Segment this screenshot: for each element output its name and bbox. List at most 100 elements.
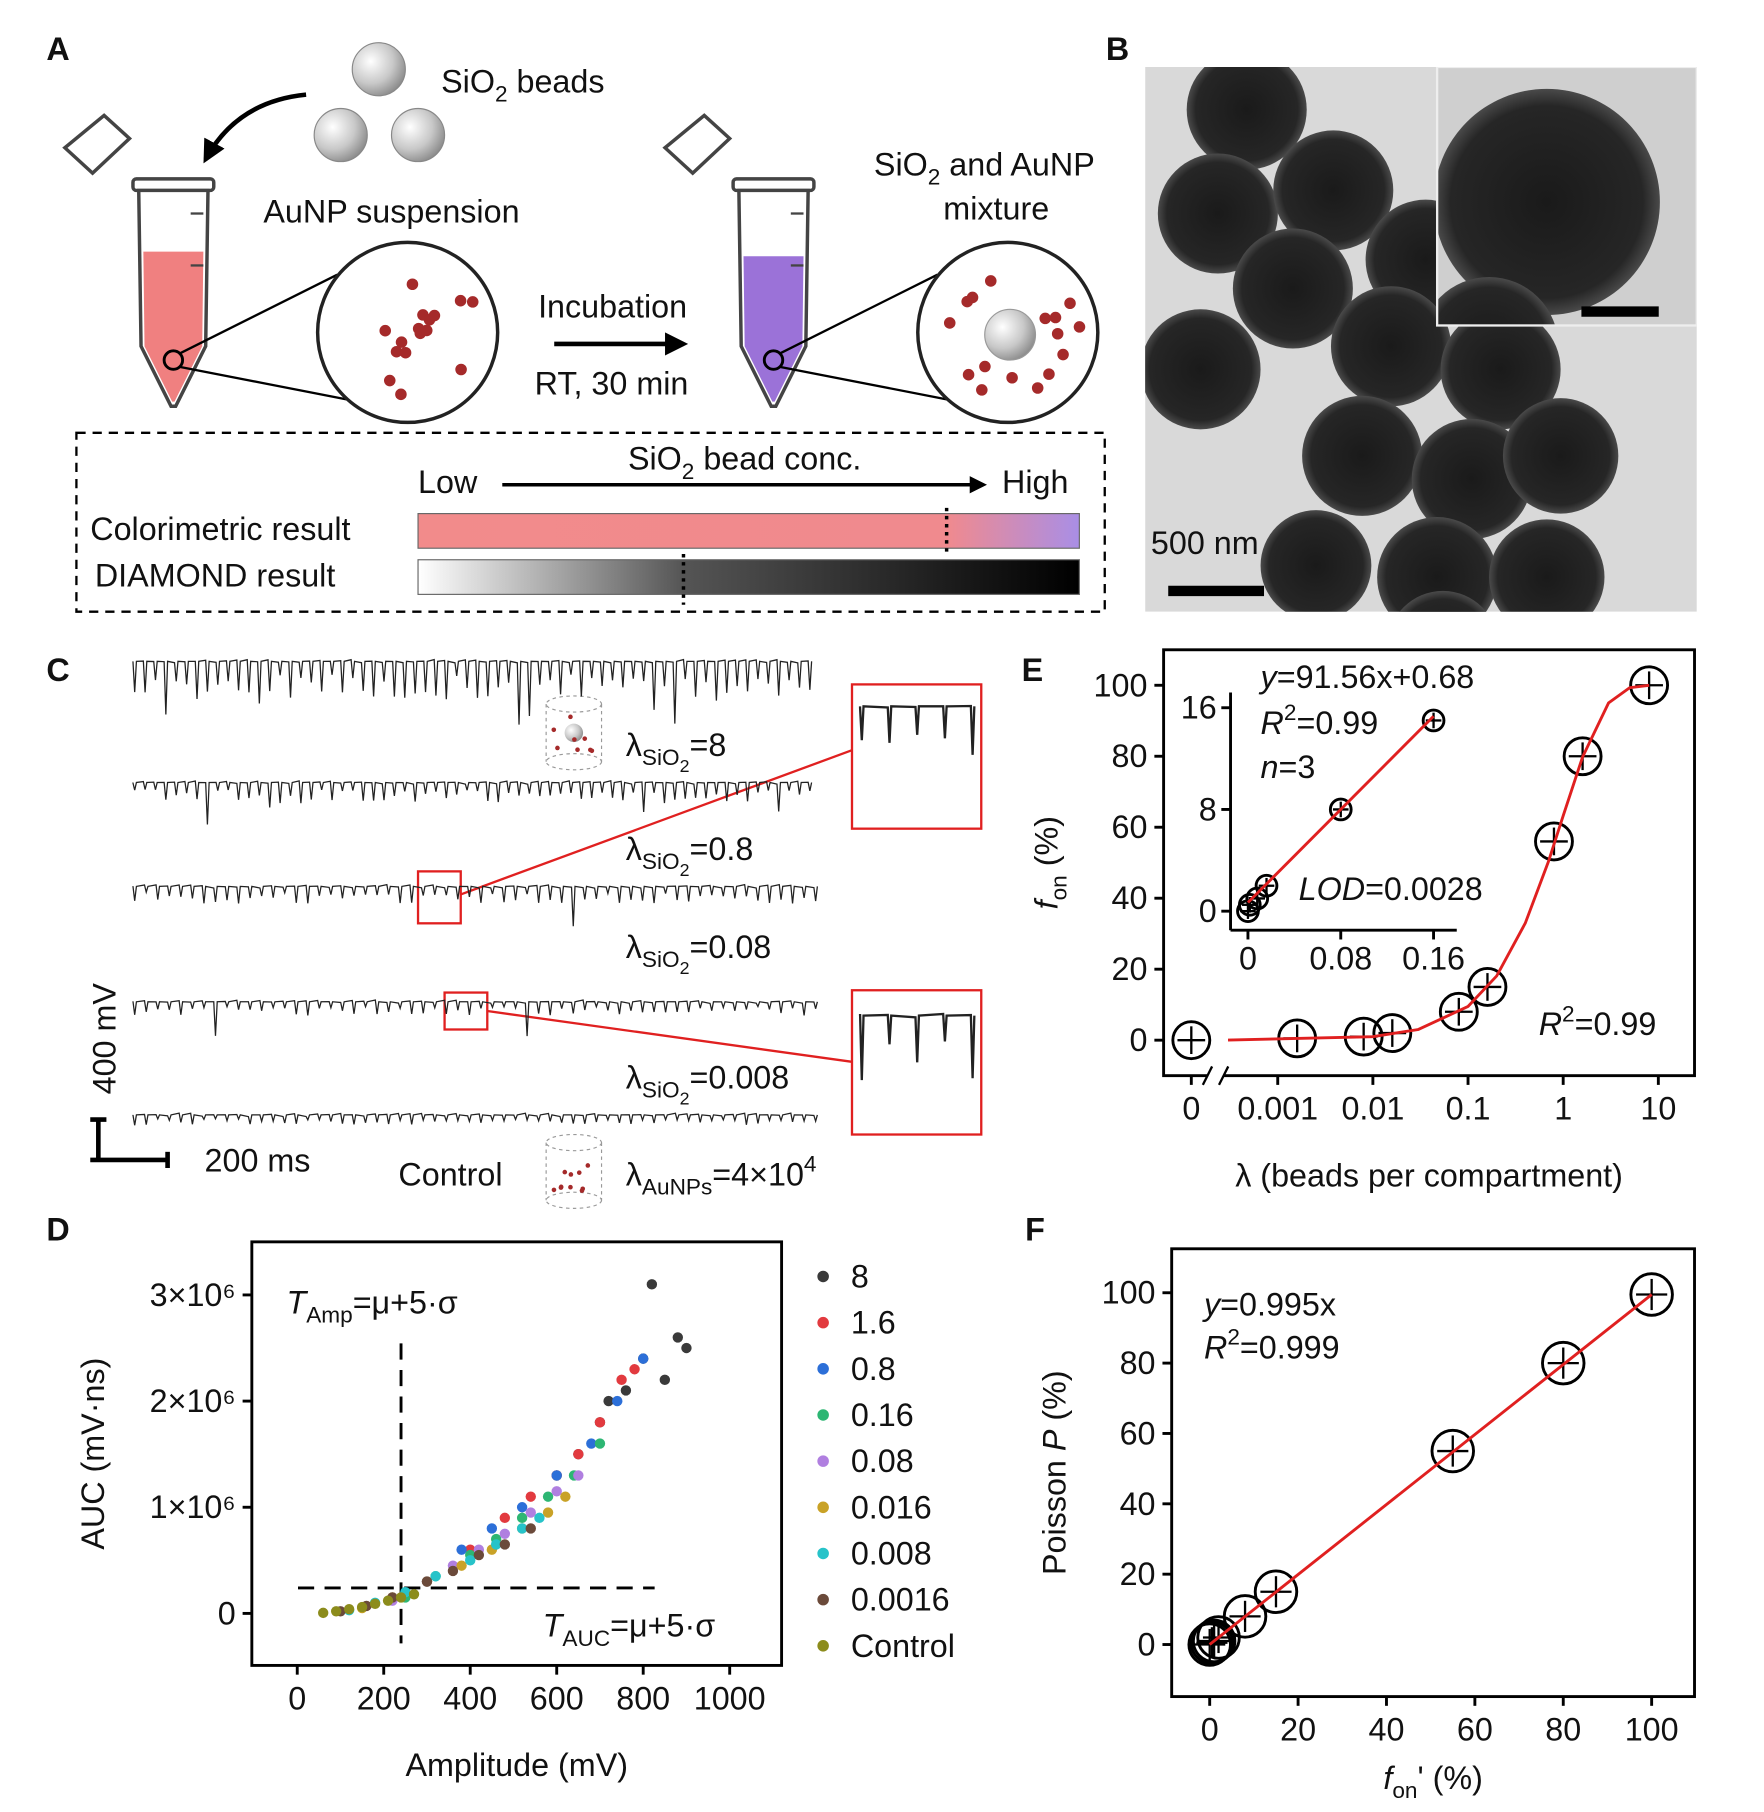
x-tick-label: 800	[616, 1680, 670, 1716]
text-part: (%)	[1028, 816, 1064, 875]
text-part: λ	[626, 1156, 642, 1192]
text-part: =μ+5·σ	[353, 1284, 458, 1320]
legend-marker	[817, 1316, 829, 1329]
nanoparticle	[966, 291, 979, 304]
x-axis-label: fon' (%)	[1383, 1760, 1483, 1803]
y-tick-label: 60	[1120, 1415, 1156, 1451]
trace	[132, 999, 818, 1037]
y-tick-label: 16	[1181, 690, 1217, 726]
data-point	[603, 1395, 614, 1407]
data-point	[408, 1589, 420, 1600]
label: High	[1002, 464, 1068, 500]
nanoparticle	[1006, 371, 1018, 384]
text-part: =0.8	[690, 831, 754, 867]
data-point	[629, 1364, 640, 1375]
text-part: SiO	[628, 441, 682, 477]
nanoparticle	[962, 368, 975, 381]
data-point	[330, 1606, 342, 1617]
text-part: λ	[626, 727, 642, 763]
x-tick-label: 600	[530, 1680, 584, 1716]
data-point	[516, 1512, 528, 1524]
data-point	[356, 1601, 368, 1613]
text-part: on	[1047, 875, 1072, 900]
text-part: SiO	[642, 849, 680, 874]
annotation: y=91.56x+0.68	[1259, 659, 1475, 695]
data-point	[516, 1502, 528, 1513]
data-point	[594, 1438, 606, 1449]
label: DIAMOND result	[95, 557, 335, 593]
data-point	[465, 1555, 476, 1566]
legend-label: 8	[851, 1258, 869, 1294]
legend-label: 0.0016	[851, 1582, 950, 1618]
axis-break	[1201, 1065, 1214, 1086]
data-point	[1254, 873, 1279, 898]
data-point	[573, 1470, 584, 1481]
label: SiO2 beads	[441, 63, 604, 106]
data-point	[573, 1448, 584, 1460]
legend-label: 0.08	[851, 1443, 914, 1479]
x-tick-label: 0	[1182, 1091, 1200, 1127]
y-tick-label: 1×10⁶	[150, 1489, 236, 1525]
y-tick-label: 20	[1120, 1556, 1156, 1592]
trace	[132, 883, 818, 927]
panel-label: B	[1106, 31, 1129, 67]
label: RT, 30 min	[535, 366, 689, 402]
text-part: AuNPs	[642, 1175, 712, 1200]
data-point	[1430, 1428, 1475, 1474]
nanoparticle	[1043, 368, 1055, 380]
x-tick-label: 40	[1369, 1711, 1405, 1747]
data-point	[1562, 736, 1603, 777]
data-point	[681, 1342, 692, 1354]
plot-frame	[1170, 1247, 1696, 1699]
tem-image	[1145, 66, 1697, 612]
x-tick-label: 0.01	[1341, 1091, 1404, 1127]
text-part: 2	[1562, 1001, 1575, 1026]
trace	[858, 704, 976, 755]
y-axis-label: Poisson P (%)	[1037, 1370, 1073, 1575]
data-point	[638, 1353, 649, 1364]
data-point	[1372, 1013, 1413, 1053]
text-part: SiO	[874, 146, 928, 182]
x-tick-label: 20	[1280, 1711, 1316, 1747]
scale-label: 400 mV	[87, 983, 123, 1095]
text-part: 2	[680, 1089, 690, 1109]
text-part: 2	[1227, 1325, 1240, 1350]
data-point	[499, 1528, 511, 1539]
label: mixture	[943, 190, 1049, 226]
text-part: =μ+5·σ	[610, 1608, 715, 1644]
legend-marker	[817, 1501, 829, 1514]
nanoparticle	[399, 346, 412, 359]
text-part: λ	[626, 1059, 642, 1095]
data-point	[382, 1595, 394, 1606]
data-point	[525, 1491, 536, 1502]
data-point	[1191, 1618, 1237, 1664]
text-part: 4	[804, 1151, 817, 1176]
text-part: SiO	[642, 947, 680, 972]
y-tick-label: 2×10⁶	[150, 1383, 236, 1419]
data-point	[560, 1491, 571, 1502]
data-point	[1171, 1020, 1212, 1061]
data-point	[612, 1395, 623, 1407]
trace	[132, 1112, 818, 1126]
text-part: (%)	[1037, 1370, 1073, 1429]
legend-label: Control	[851, 1628, 955, 1664]
data-point	[534, 1512, 545, 1524]
text-part: y	[1202, 1287, 1222, 1323]
y-tick-label: 40	[1112, 880, 1148, 916]
nanoparticle	[1049, 311, 1062, 324]
annotation: R2=0.99	[1539, 1001, 1657, 1042]
text-part: beads	[508, 63, 605, 99]
data-point	[1237, 892, 1262, 917]
text-part: n	[1261, 749, 1279, 785]
text-part: AUC	[562, 1626, 610, 1651]
axis-break-gap	[1207, 1071, 1224, 1081]
data-point	[1328, 797, 1353, 822]
nanoparticle	[428, 309, 441, 322]
nanoparticle	[1039, 312, 1052, 325]
data-point	[369, 1598, 381, 1610]
y-tick-label: 80	[1112, 738, 1148, 774]
y-tick-label: 100	[1094, 667, 1148, 703]
label: Colorimetric result	[90, 511, 350, 547]
legend-label: 1.6	[851, 1305, 896, 1341]
